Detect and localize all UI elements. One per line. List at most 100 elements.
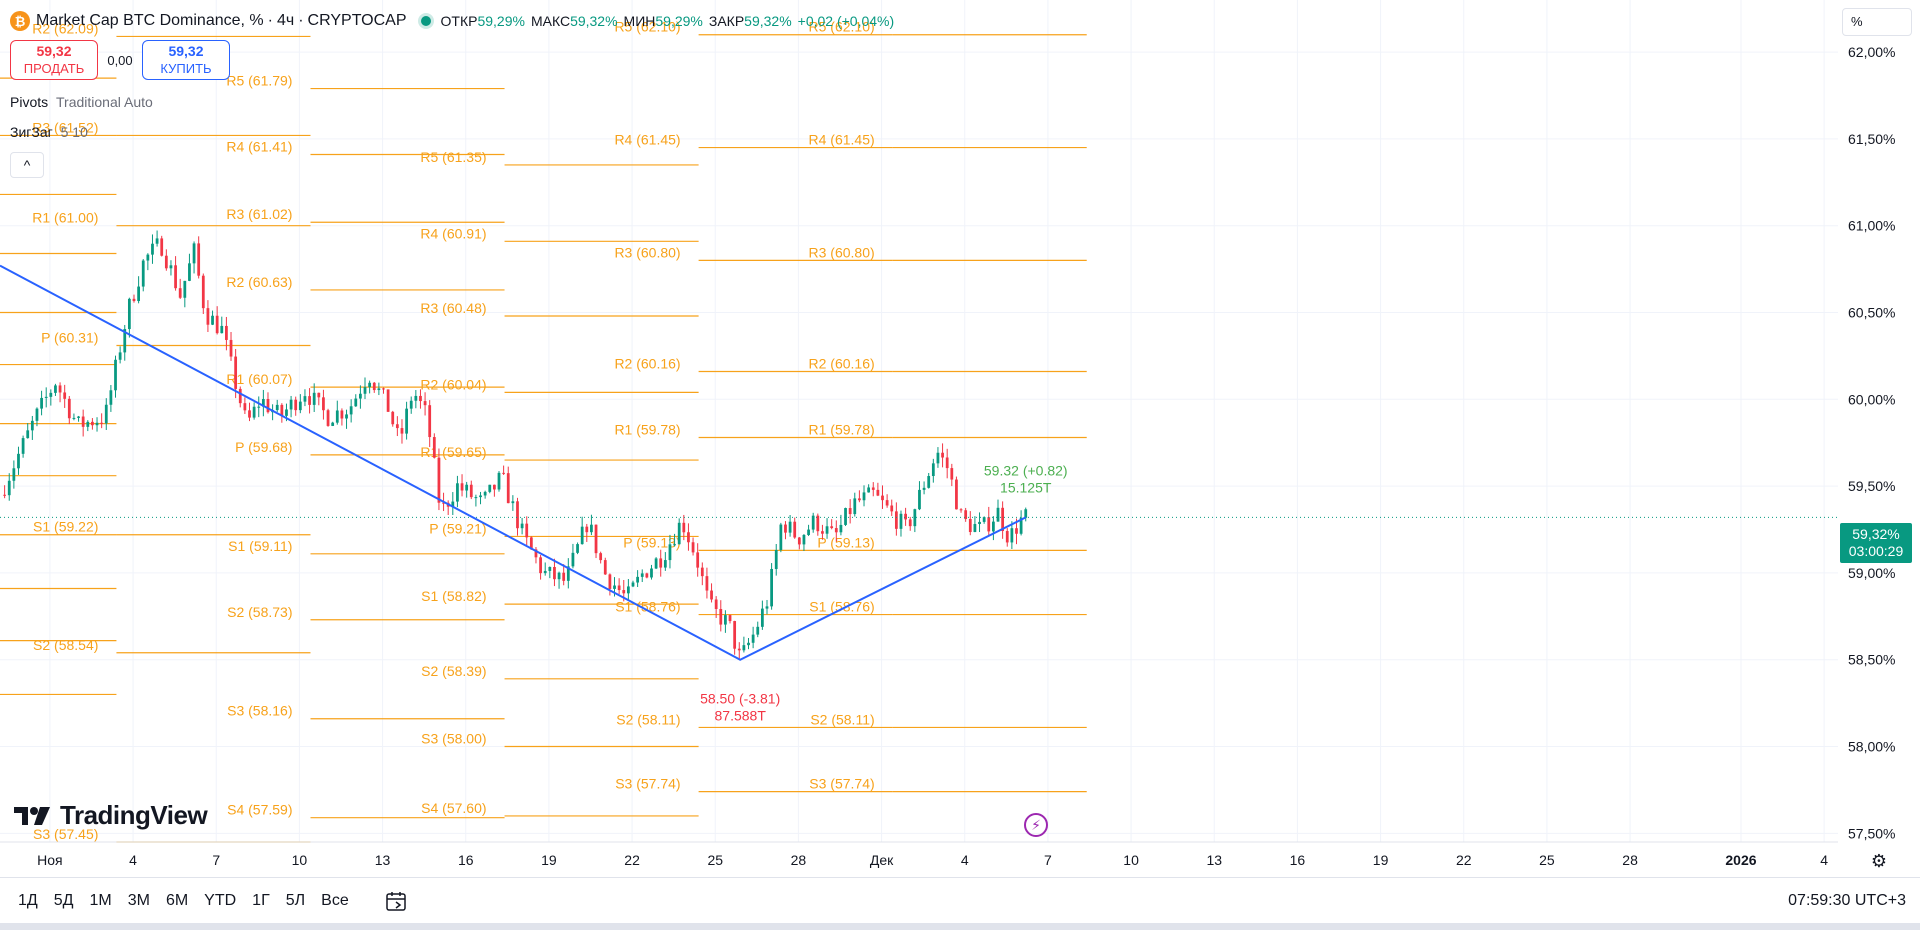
pivot-label: S3 (57.74) bbox=[809, 776, 874, 792]
interval-label[interactable]: 4ч bbox=[276, 12, 295, 29]
candle bbox=[867, 484, 871, 493]
range-button-ytd[interactable]: YTD bbox=[204, 891, 237, 909]
candle-body bbox=[238, 388, 242, 404]
candle bbox=[705, 567, 709, 599]
candle bbox=[229, 331, 233, 361]
candle bbox=[414, 390, 418, 409]
candle bbox=[160, 235, 164, 257]
range-button-5d[interactable]: 5Д bbox=[53, 891, 74, 909]
candle bbox=[881, 485, 884, 509]
range-button-3m[interactable]: 3М bbox=[127, 891, 150, 909]
candle bbox=[322, 389, 325, 420]
candle-body bbox=[280, 404, 284, 416]
candle-body bbox=[492, 484, 496, 490]
buy-price: 59,32 bbox=[168, 43, 204, 59]
change-value: +0,02 (+0,04%) bbox=[797, 13, 895, 29]
candle-body bbox=[848, 508, 852, 515]
candle-body bbox=[858, 498, 861, 501]
candle-body bbox=[345, 414, 348, 419]
calendar-icon[interactable] bbox=[383, 888, 409, 914]
candle-body bbox=[968, 519, 972, 533]
low-label: МИН bbox=[623, 13, 656, 29]
candle-body bbox=[687, 532, 690, 543]
candle bbox=[576, 542, 579, 555]
candle bbox=[132, 294, 136, 303]
candle bbox=[382, 387, 385, 394]
candle-body bbox=[77, 416, 80, 418]
range-button-1d[interactable]: 1Д bbox=[18, 891, 38, 909]
candle bbox=[562, 564, 566, 586]
y-tick-label: 58,50% bbox=[1848, 652, 1895, 668]
pivot-label: P (60.31) bbox=[41, 329, 98, 345]
candle bbox=[483, 490, 487, 499]
candle bbox=[811, 512, 815, 533]
sell-button[interactable]: 59,32 ПРОДАТЬ bbox=[10, 40, 98, 80]
indicator-zigzag[interactable]: ЗигЗаг 5 10 bbox=[10, 124, 88, 140]
candle-body bbox=[626, 586, 630, 594]
unit-selector[interactable]: % bbox=[1842, 8, 1912, 36]
pivot-label: R2 (60.63) bbox=[226, 274, 292, 290]
candle-body bbox=[737, 648, 741, 651]
candle bbox=[127, 297, 131, 338]
candle bbox=[395, 416, 399, 437]
candle-body bbox=[326, 410, 330, 426]
axes: 62,00% 61,50% 61,00% 60,50% 60,00% 59,50% 59,0… bbox=[0, 44, 1895, 868]
candle-body bbox=[793, 521, 797, 538]
exchange-label[interactable]: CRYPTOCAP bbox=[307, 12, 407, 29]
clock[interactable]: 07:59:30 UTC+3 bbox=[1788, 891, 1906, 909]
range-button-6m[interactable]: 6М bbox=[165, 891, 189, 909]
candle bbox=[266, 392, 270, 414]
candle-body bbox=[428, 405, 432, 438]
candle bbox=[44, 387, 48, 408]
candle bbox=[779, 522, 783, 553]
candle-body bbox=[945, 457, 949, 469]
collapse-legend-button[interactable]: ^ bbox=[10, 152, 44, 178]
candle bbox=[534, 547, 538, 564]
symbol-title[interactable]: Market Cap BTC Dominance, % bbox=[36, 12, 264, 29]
tradingview-logo[interactable]: TradingView bbox=[14, 800, 208, 831]
candle bbox=[821, 524, 824, 540]
gear-icon[interactable]: ⚙ bbox=[1870, 850, 1888, 871]
candle bbox=[275, 399, 279, 413]
candle-body bbox=[146, 254, 150, 261]
candle-body bbox=[1005, 531, 1009, 543]
candle bbox=[894, 502, 898, 536]
candle bbox=[913, 508, 917, 533]
open-label: ОТКР bbox=[440, 13, 478, 29]
candle-body bbox=[234, 356, 238, 389]
candle-body bbox=[456, 483, 459, 502]
candle-body bbox=[391, 411, 395, 425]
lightning-icon[interactable]: ⚡ bbox=[1024, 813, 1048, 837]
range-button-5y[interactable]: 5Л bbox=[285, 891, 306, 909]
pivot-label: P (59.21) bbox=[429, 520, 486, 536]
indicator-pivots[interactable]: Pivots Traditional Auto bbox=[10, 94, 153, 110]
candle bbox=[280, 403, 284, 423]
candle-body bbox=[539, 557, 542, 574]
candle bbox=[72, 413, 76, 421]
candle bbox=[599, 551, 603, 564]
candle bbox=[742, 636, 746, 653]
candle-body bbox=[751, 634, 755, 643]
range-button-1y[interactable]: 1Г bbox=[252, 891, 270, 909]
candle bbox=[691, 537, 695, 556]
candle-body bbox=[908, 519, 912, 527]
range-button-1m[interactable]: 1М bbox=[89, 891, 112, 909]
candle-body bbox=[511, 501, 515, 504]
candle bbox=[423, 392, 427, 416]
candle-body bbox=[91, 421, 94, 426]
candle-body bbox=[261, 399, 265, 407]
zigzag-pivot-label: 59.32 (+0.82) bbox=[984, 462, 1068, 478]
candle bbox=[520, 517, 524, 535]
candle-body bbox=[118, 352, 122, 360]
candle bbox=[645, 572, 649, 579]
candle bbox=[26, 423, 30, 439]
candle bbox=[3, 485, 7, 499]
x-tick-label: 19 bbox=[1373, 852, 1389, 868]
candle bbox=[733, 620, 737, 655]
pivot-label: S1 (58.76) bbox=[615, 599, 680, 615]
candle bbox=[363, 377, 367, 400]
range-button-all[interactable]: Все bbox=[321, 891, 349, 909]
candle bbox=[673, 533, 676, 547]
buy-button[interactable]: 59,32 КУПИТЬ bbox=[142, 40, 230, 80]
